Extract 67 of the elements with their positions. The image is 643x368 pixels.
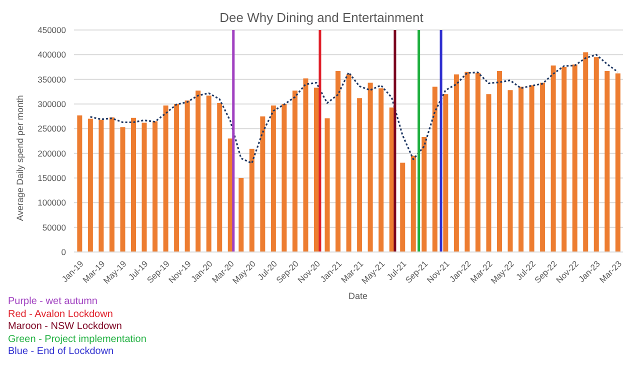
bar: [604, 70, 610, 252]
line-series: [90, 54, 619, 164]
bar: [454, 74, 459, 252]
bar: [336, 70, 341, 252]
bar: [184, 100, 190, 252]
bar: [508, 90, 513, 252]
bar: [196, 90, 201, 252]
y-tick-label: 450000: [38, 25, 66, 36]
bar: [292, 90, 298, 252]
bar: [529, 85, 534, 252]
bar: [422, 137, 427, 252]
bar: [88, 118, 93, 252]
bar: [572, 64, 578, 252]
ref-line-label: Green - Project implementation: [8, 334, 146, 346]
bar: [303, 78, 308, 252]
bar: [443, 94, 448, 252]
bar: [562, 67, 567, 252]
ref-line-label: Maroon - NSW Lockdown: [8, 321, 123, 334]
bar: [77, 115, 82, 252]
y-tick-label: 300000: [38, 99, 66, 110]
bar: [174, 104, 180, 252]
bar: [400, 162, 406, 252]
bar: [594, 57, 599, 252]
bar: [346, 74, 352, 252]
y-tick-label: 0: [61, 247, 66, 258]
bar: [357, 98, 362, 252]
bar: [540, 82, 546, 252]
bar: [109, 117, 114, 252]
y-tick-label: 150000: [38, 173, 66, 184]
x-axis-title: Date: [347, 291, 368, 301]
bar: [464, 72, 470, 252]
y-tick-label: 50000: [42, 222, 66, 232]
bar: [282, 104, 287, 252]
bar: [378, 88, 384, 252]
y-tick-label: 200000: [38, 148, 66, 158]
ref-line-label: Purple - wet autumn: [8, 296, 98, 308]
bar: [475, 72, 480, 252]
bar: [238, 178, 244, 252]
ref-line-label: Blue - End of Lockdown: [8, 346, 115, 358]
bar: [270, 105, 276, 252]
bar: [152, 121, 158, 252]
bar: [486, 94, 492, 252]
y-tick-label: 250000: [38, 124, 66, 134]
chart-title: Dee Why Dining and Entertainment: [218, 10, 424, 25]
bar: [615, 73, 620, 252]
bar: [496, 70, 502, 252]
y-tick-label: 350000: [38, 74, 66, 84]
bar: [583, 52, 588, 252]
bar: [142, 122, 147, 252]
bar: [120, 127, 126, 252]
bar: [550, 66, 556, 252]
ref-line-label: Red - Avalon Lockdown: [8, 308, 114, 321]
bar: [249, 148, 254, 252]
bar: [260, 116, 266, 252]
y-tick-label: 100000: [38, 198, 66, 208]
y-tick-label: 400000: [38, 50, 66, 60]
bar: [324, 118, 330, 252]
y-axis-title: Average Daily spend per month: [15, 95, 26, 221]
bar: [217, 103, 222, 252]
bar: [163, 105, 168, 252]
bar: [130, 118, 136, 252]
bar: [432, 86, 438, 252]
bar: [410, 156, 416, 252]
bar: [206, 96, 212, 252]
bar: [518, 86, 524, 252]
bar: [98, 120, 104, 252]
bar: [368, 82, 373, 252]
